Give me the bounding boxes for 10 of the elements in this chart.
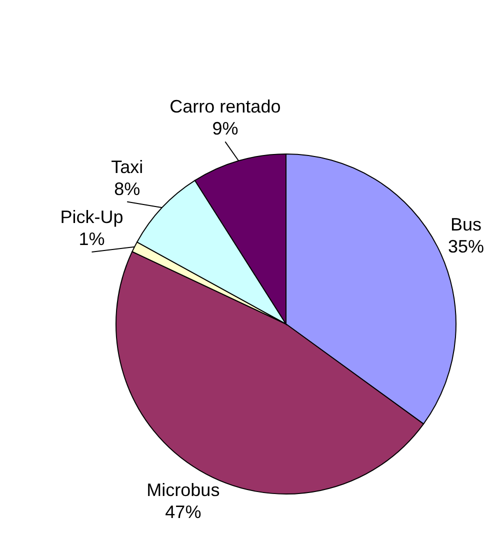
data-label: 8% (114, 178, 140, 199)
data-label: 1% (78, 229, 105, 250)
slice-label: Pick-Up (60, 207, 124, 228)
data-label: 47% (165, 502, 202, 522)
data-label: 35% (448, 236, 484, 256)
slice-label: Carro rentado (170, 96, 281, 117)
slice-label: Taxi (111, 156, 144, 177)
data-label: 9% (212, 118, 238, 139)
slice-label: Microbus (146, 480, 220, 500)
slice-label: Bus (450, 214, 482, 234)
